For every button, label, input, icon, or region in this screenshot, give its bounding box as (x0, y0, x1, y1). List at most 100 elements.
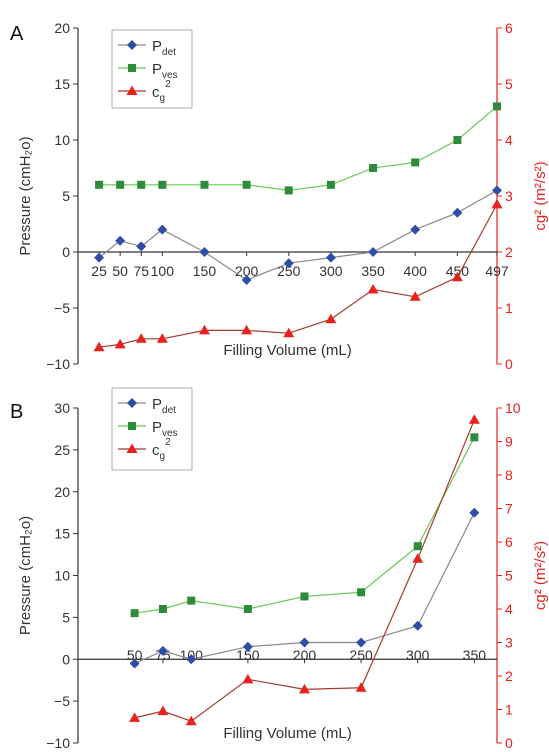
x-tick-label: 350 (361, 263, 385, 279)
point-g (198, 324, 210, 335)
y-tick-label-left: 0 (62, 651, 70, 667)
point-ves (453, 136, 462, 144)
point-det (157, 645, 168, 656)
x-tick-label: 250 (349, 647, 373, 663)
y-tick-label-right: 4 (505, 601, 513, 617)
point-det (199, 247, 210, 257)
point-g (451, 271, 463, 282)
legend-label: Pdet (152, 396, 176, 416)
point-g (355, 682, 367, 692)
point-det (115, 235, 126, 246)
series-line-det (134, 512, 475, 664)
point-det (412, 620, 423, 631)
y-tick-label-right: 6 (505, 534, 513, 550)
point-g (185, 715, 197, 726)
y-tick-label-right: 2 (505, 668, 513, 684)
series-line-ves (99, 105, 498, 192)
y-tick-label-left: −5 (54, 693, 70, 709)
point-det (241, 275, 252, 285)
point-g (325, 313, 337, 324)
legend-label: Pves (152, 61, 178, 81)
x-axis-title: Filling Volume (mL) (223, 342, 351, 359)
point-ves (300, 592, 309, 601)
point-det (325, 252, 336, 263)
point-g (412, 553, 424, 563)
x-tick-label: 300 (319, 263, 343, 279)
y-tick-label-left: 15 (54, 76, 70, 92)
x-tick-label: 350 (463, 647, 487, 663)
legend-box (111, 29, 193, 109)
point-det (136, 241, 147, 252)
y-tick-label-right: 5 (505, 76, 513, 92)
point-det (299, 637, 310, 648)
point-ves (130, 609, 139, 618)
y-tick-label-right: 4 (505, 132, 513, 148)
point-ves (413, 542, 422, 551)
point-ves (493, 102, 501, 111)
x-tick-label: 75 (133, 263, 149, 279)
point-ves (187, 596, 196, 605)
y-tick-label-left: 20 (54, 484, 70, 500)
y-tick-label-left: −5 (54, 300, 70, 316)
y-axis-title-left: Pressure (cmH₂o) (17, 136, 34, 255)
point-det (157, 224, 168, 235)
point-ves (95, 180, 104, 189)
x-tick-label: 200 (293, 647, 317, 663)
point-g (367, 284, 379, 294)
series-line-ves (134, 437, 475, 614)
x-tick-label: 497 (485, 263, 509, 279)
point-ves (128, 64, 136, 72)
x-tick-label: 200 (235, 263, 259, 279)
x-tick-label: 250 (277, 263, 301, 279)
point-ves (137, 180, 146, 189)
x-tick-label: 300 (406, 647, 430, 663)
point-det (129, 658, 140, 669)
y-tick-label-left: 10 (54, 132, 70, 148)
point-g (114, 338, 126, 349)
point-ves (470, 433, 479, 442)
y-tick-label-right: 7 (505, 501, 513, 517)
y-tick-label-left: 10 (54, 568, 70, 584)
legend-label: Pves (152, 419, 178, 439)
point-g (241, 324, 253, 335)
x-tick-label: 50 (127, 647, 143, 663)
y-axis-title-right: cg² (m²/s²) (532, 161, 549, 230)
y-tick-label-right: 6 (505, 20, 513, 36)
x-tick-label: 150 (193, 263, 217, 279)
chart-panel-b: B−10−50510152025300123456789105075100150… (10, 387, 549, 751)
point-ves (158, 605, 167, 613)
panel-label: B (10, 401, 23, 423)
y-tick-label-left: 20 (54, 20, 70, 36)
y-tick-label-left: 5 (62, 609, 70, 625)
point-ves (326, 180, 335, 189)
y-tick-label-right: 3 (505, 635, 513, 651)
y-tick-label-right: 1 (505, 702, 513, 718)
point-det (492, 185, 502, 196)
point-det (356, 637, 367, 648)
point-g (468, 414, 480, 424)
y-tick-label-left: 0 (62, 244, 70, 260)
y-axis-title-right: cg² (m²/s²) (532, 541, 549, 610)
point-det (127, 40, 137, 50)
point-det (186, 654, 197, 665)
point-g (298, 683, 310, 694)
legend-label: cg2 (152, 437, 171, 462)
point-ves (116, 180, 125, 189)
y-tick-label-right: 5 (505, 568, 513, 584)
y-tick-label-left: 25 (54, 442, 70, 458)
x-tick-label: 150 (236, 647, 260, 663)
point-det (469, 507, 480, 518)
y-tick-label-left: −10 (46, 356, 70, 372)
point-ves (411, 158, 420, 167)
y-tick-label-right: 9 (505, 434, 513, 450)
point-det (368, 247, 379, 257)
x-axis-title: Filling Volume (mL) (223, 725, 351, 742)
point-g (126, 443, 138, 453)
point-det (410, 224, 421, 235)
y-tick-label-right: 10 (505, 400, 521, 416)
y-tick-label-right: 0 (505, 356, 513, 372)
